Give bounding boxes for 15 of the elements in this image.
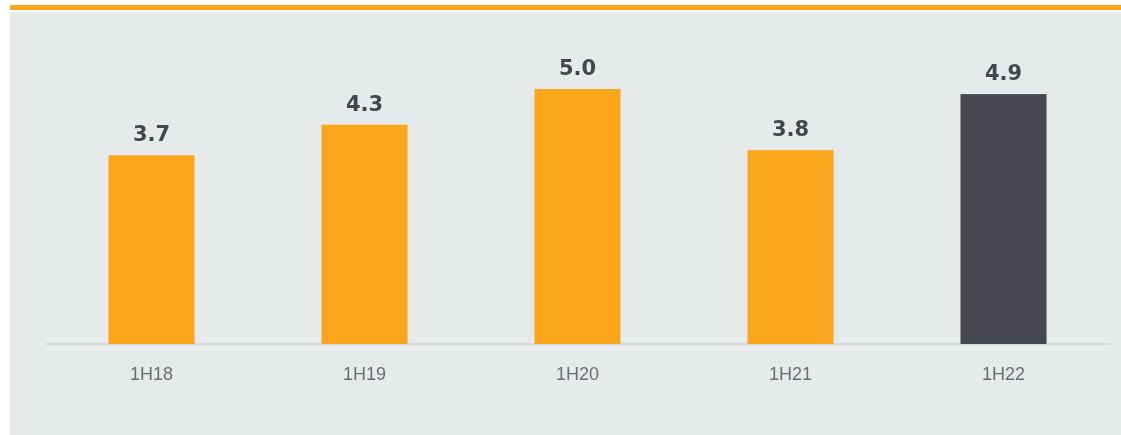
bar bbox=[747, 150, 834, 344]
x-tick-label: 1H19 bbox=[342, 364, 387, 384]
x-tick-label: 1H21 bbox=[768, 364, 813, 384]
data-label: 4.3 bbox=[345, 91, 384, 116]
x-tick-label: 1H18 bbox=[129, 364, 174, 384]
bar bbox=[960, 94, 1047, 344]
bar bbox=[108, 155, 195, 344]
data-label: 4.9 bbox=[984, 61, 1023, 86]
data-label: 5.0 bbox=[558, 56, 597, 80]
x-tick-label: 1H20 bbox=[555, 364, 600, 384]
x-tick-label: 1H22 bbox=[981, 364, 1026, 384]
bar bbox=[321, 124, 408, 344]
data-label: 3.8 bbox=[771, 117, 810, 142]
data-label: 3.7 bbox=[132, 122, 171, 147]
bar bbox=[534, 89, 621, 344]
